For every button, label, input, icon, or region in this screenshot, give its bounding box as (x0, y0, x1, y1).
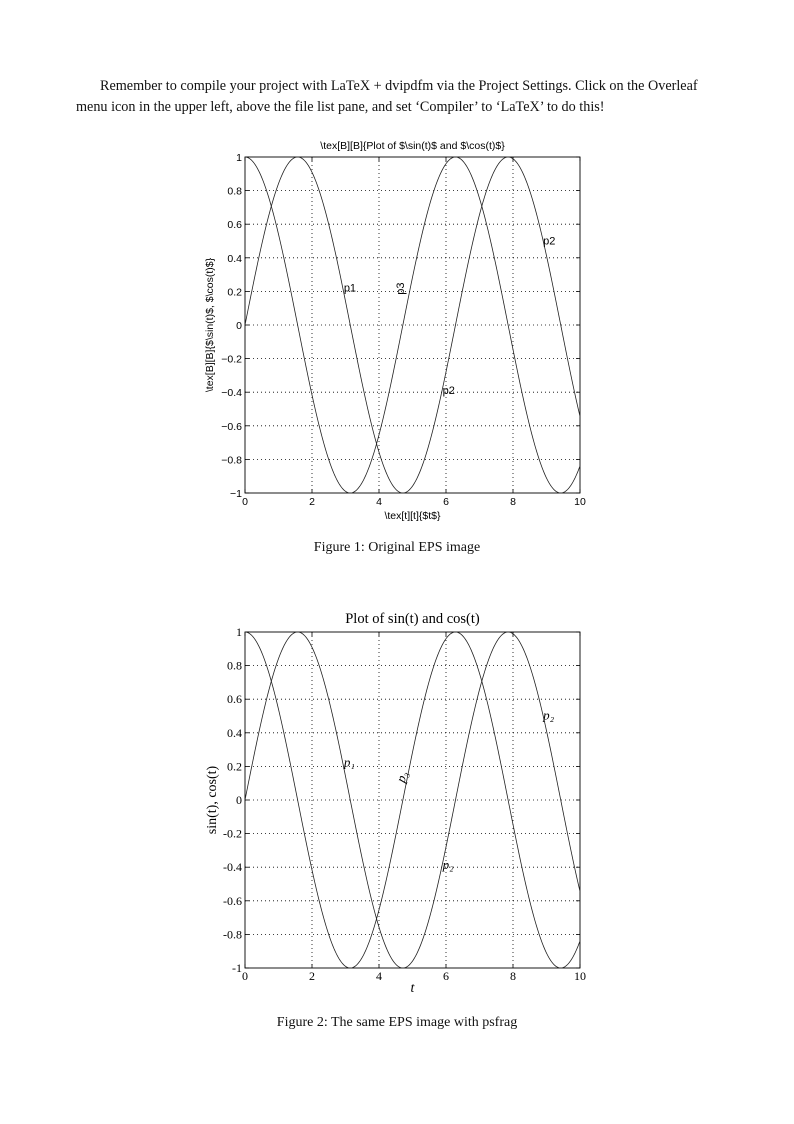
annotation-label: p3 (395, 283, 407, 295)
y-tick-label: 0.8 (227, 186, 242, 198)
x-tick-label: 6 (443, 969, 449, 983)
y-tick-label: -0.8 (223, 927, 242, 941)
annotation-label: p1 (344, 282, 356, 294)
series-sin-line (244, 156, 581, 494)
y-tick-label: −0.6 (221, 421, 242, 433)
x-tick-label: 8 (510, 496, 516, 508)
y-tick-label: -0.2 (223, 827, 242, 841)
y-tick-label: −0.2 (221, 354, 242, 366)
series-cos-line (244, 631, 581, 969)
x-tick-label: 2 (309, 969, 315, 983)
x-tick-label: 0 (242, 969, 248, 983)
y-tick-label: 0.2 (227, 759, 242, 773)
x-tick-label: 6 (443, 496, 449, 508)
x-tick-label: 4 (376, 969, 382, 983)
x-tick-label: 10 (574, 496, 586, 508)
chart-1: 0 2 4 6 8 10 −1 −0.8 −0.6 −0.4 −0.2 0 0.2 0.4 0.6 0.8 1 p… (204, 140, 586, 522)
annotation-label: p2 (443, 385, 455, 397)
x-axis-label: t (411, 981, 416, 996)
y-tick-label: 1 (236, 625, 242, 639)
y-tick-label: −1 (230, 488, 242, 500)
y-tick-label: 0 (236, 793, 242, 807)
y-tick-label: 0.8 (227, 659, 242, 673)
chart-2: 0 2 4 6 8 10 -1 -0.8 -0.6 -0.4 -0.2 0 0.2 0.4 0.6 0.8 1 p… (205, 611, 586, 996)
x-tick-label: 8 (510, 969, 516, 983)
y-tick-label: -0.4 (223, 860, 242, 874)
y-tick-label: 0.2 (227, 286, 242, 298)
y-axis-label: sin(t), cos(t) (205, 765, 220, 834)
chart-title: Plot of sin(t) and cos(t) (345, 611, 480, 627)
annotation-label: p2 (543, 235, 555, 247)
chart-title: \tex[B][B]{Plot of $\sin(t)$ and $\cos(t… (320, 140, 505, 152)
x-axis-label: \tex[t][t]{$t$} (384, 510, 441, 522)
y-tick-label: 1 (236, 152, 242, 164)
y-tick-label: 0 (236, 320, 242, 332)
y-tick-label: -0.6 (223, 894, 242, 908)
series-sin-line (244, 631, 581, 969)
x-tick-label: 4 (376, 496, 382, 508)
y-tick-label: −0.8 (221, 454, 242, 466)
y-tick-label: −0.4 (221, 387, 242, 399)
annotation-label: p₁ (343, 754, 355, 769)
intro-paragraph: Remember to compile your project with La… (76, 78, 698, 115)
x-tick-label: 0 (242, 496, 248, 508)
y-tick-label: 0.6 (227, 692, 242, 706)
figure-2-caption: Figure 2: The same EPS image with psfrag (276, 1015, 518, 1030)
x-tick-label: 2 (309, 496, 315, 508)
annotation-label: p₂ (442, 857, 455, 872)
y-axis-label: \tex[B][B]{$\sin(t)$, $\cos(t)$} (204, 257, 216, 392)
y-tick-label: 0.6 (227, 219, 242, 231)
x-tick-label: 10 (574, 969, 586, 983)
annotation-label: p₃ (393, 769, 411, 785)
y-tick-label: -1 (232, 961, 242, 975)
series-cos-line (244, 156, 581, 494)
y-tick-label: 0.4 (227, 253, 242, 265)
figure-1-caption: Figure 1: Original EPS image (313, 540, 481, 555)
y-tick-label: 0.4 (227, 726, 242, 740)
annotation-label: p₂ (542, 707, 555, 722)
